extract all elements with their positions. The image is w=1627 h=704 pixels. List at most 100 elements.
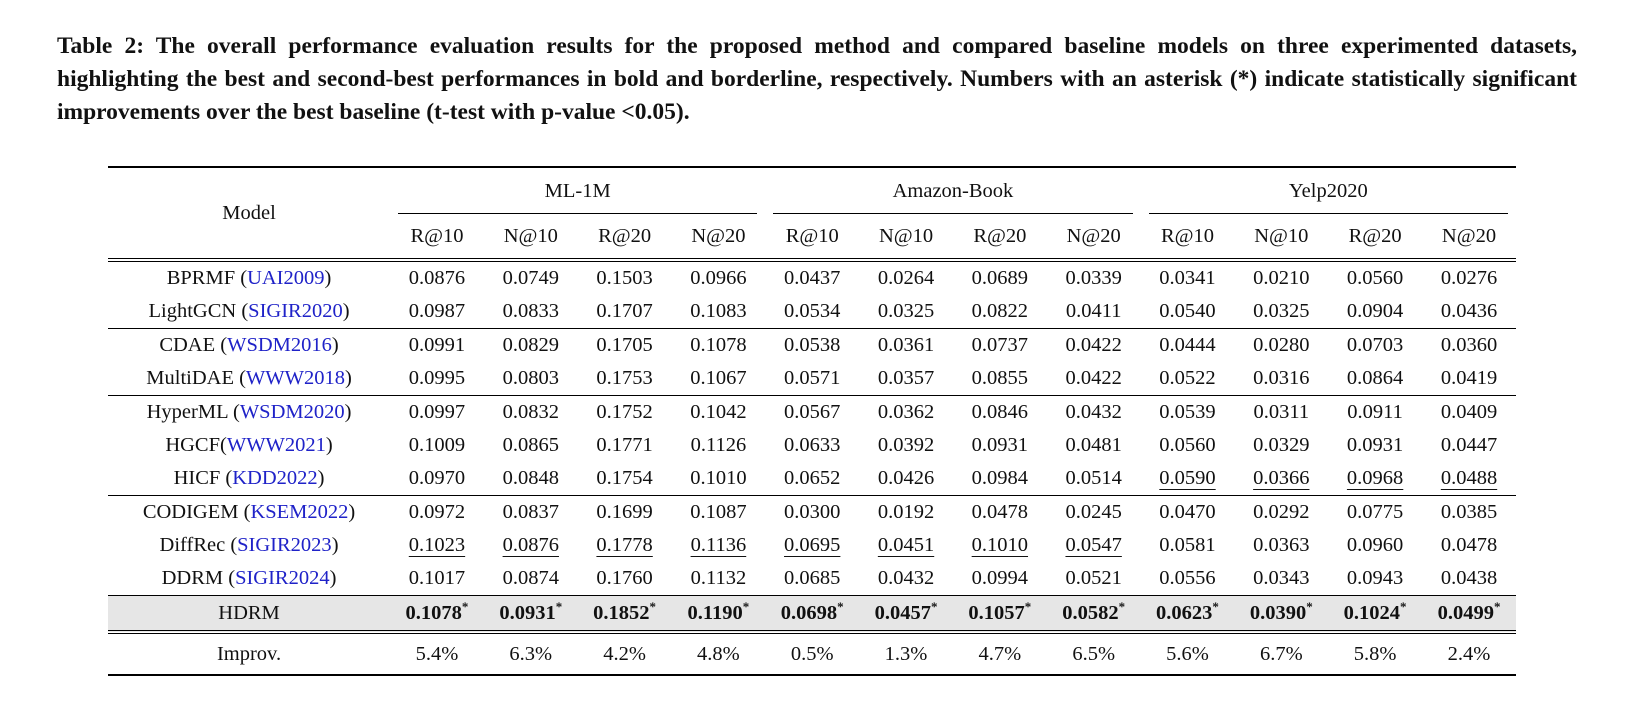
venue-citation-link[interactable]: WSDM2020: [239, 401, 345, 423]
best-value: 0.0390: [1249, 601, 1307, 624]
metric-header: R@10: [1140, 214, 1235, 262]
metric-value: 0.0966: [690, 267, 747, 289]
metric-value-cell: 0.0775: [1328, 495, 1423, 529]
metric-value: 0.0876: [408, 267, 466, 289]
venue-citation-link[interactable]: KSEM2022: [250, 501, 349, 523]
metric-value: 0.1707: [596, 300, 653, 322]
significance-asterisk: *: [742, 598, 750, 614]
best-value-cell: 0.1190*: [671, 595, 766, 632]
metric-value-cell: 0.0685: [765, 562, 859, 596]
dataset-header-yelp2020: Yelp2020: [1140, 166, 1516, 214]
metric-value: 0.0363: [1253, 534, 1310, 556]
metric-value: 0.0409: [1440, 401, 1498, 423]
metric-value: 0.0848: [502, 467, 559, 489]
table-row: LightGCN (SIGIR2020) 0.0987 0.0833 0.1707 0.…: [108, 295, 1516, 329]
metric-value-cell: 0.0991: [390, 328, 484, 362]
metric-value: 0.0567: [784, 401, 841, 423]
metric-value-cell: 0.0931: [1328, 429, 1422, 462]
best-value: 0.1190: [687, 601, 743, 624]
second-best-value: 0.1010: [971, 534, 1029, 556]
best-value-cell: 0.1078*: [390, 595, 484, 632]
table-row: CODIGEM (KSEM2022) 0.0972 0.0837 0.1699 0.10…: [108, 495, 1516, 529]
best-value-cell: 0.1852*: [577, 595, 672, 632]
improvement-value: 4.7%: [952, 630, 1047, 676]
venue-citation-link[interactable]: SIGIR2024: [235, 567, 330, 589]
model-name-cell: DDRM (SIGIR2024): [161, 567, 337, 589]
metric-value: 0.1083: [690, 300, 747, 322]
metric-value: 0.0829: [502, 334, 559, 356]
metric-value: 0.0633: [784, 434, 841, 456]
metric-value: 0.0438: [1440, 567, 1498, 589]
metric-value-cell: 0.0590: [1141, 462, 1235, 496]
metric-value-cell: 0.0432: [859, 562, 953, 596]
metric-value: 0.1132: [690, 567, 747, 589]
metric-value-cell: 0.0444: [1140, 328, 1235, 362]
metric-value: 0.0904: [1346, 300, 1404, 322]
metric-value: 0.0514: [1065, 467, 1122, 489]
metric-value-cell: 0.0984: [953, 462, 1047, 496]
metric-value: 0.1078: [690, 334, 747, 356]
table-row: BPRMF (UAI2009) 0.0876 0.0749 0.1503 0.0966 0…: [108, 260, 1516, 295]
metric-value-cell: 0.1752: [577, 395, 672, 429]
venue-citation-link[interactable]: KDD2022: [232, 467, 318, 489]
best-value: 0.0582: [1062, 601, 1119, 624]
second-best-value: 0.0590: [1159, 467, 1216, 489]
proposed-method-row: HDRM 0.1078* 0.0931* 0.1852* 0.1190* 0.0698* 0…: [108, 595, 1516, 632]
metric-value-cell: 0.0689: [953, 260, 1047, 295]
venue-citation-link[interactable]: WSDM2016: [227, 334, 332, 356]
metric-value: 0.0192: [877, 501, 935, 523]
metric-value-cell: 0.1067: [672, 362, 766, 396]
metric-value-cell: 0.0422: [1046, 328, 1141, 362]
second-best-value: 0.0968: [1346, 467, 1404, 489]
best-value: 0.0457: [874, 601, 931, 624]
second-best-value: 0.0876: [502, 534, 559, 556]
metric-header: R@20: [952, 214, 1047, 262]
dataset-header-amazon-book: Amazon-Book: [765, 166, 1141, 214]
metric-value-cell: 0.1771: [578, 429, 672, 462]
venue-citation-link[interactable]: WWW2018: [245, 367, 345, 389]
metric-value: 0.0329: [1253, 434, 1310, 456]
metric-value-cell: 0.0438: [1422, 562, 1516, 596]
metric-value: 0.1754: [596, 467, 653, 489]
model-name: CDAE: [159, 334, 216, 356]
metric-header: N@10: [1234, 214, 1329, 262]
best-value: 0.1078: [405, 601, 462, 624]
metric-value: 0.0534: [784, 300, 841, 322]
metric-value: 0.0426: [877, 467, 935, 489]
metric-value-cell: 0.1699: [577, 495, 672, 529]
metric-value-cell: 0.1042: [671, 395, 766, 429]
metric-value: 0.0343: [1253, 567, 1310, 589]
metric-value: 0.0775: [1346, 501, 1404, 523]
venue-citation-link[interactable]: SIGIR2023: [237, 534, 332, 556]
metric-value-cell: 0.0385: [1422, 495, 1516, 529]
metric-value-cell: 0.0437: [765, 260, 859, 295]
best-value: 0.0698: [780, 601, 838, 624]
metric-value: 0.0943: [1346, 567, 1404, 589]
improvement-value: 1.3%: [859, 630, 953, 676]
metric-header: R@20: [1328, 214, 1423, 262]
improvement-value: 5.6%: [1140, 630, 1235, 676]
metric-value: 0.1771: [596, 434, 653, 456]
venue-citation-link[interactable]: SIGIR2020: [248, 300, 343, 322]
metric-value: 0.0803: [502, 367, 559, 389]
venue-citation-link[interactable]: UAI2009: [247, 267, 325, 289]
venue-citation-link[interactable]: WWW2021: [226, 434, 326, 456]
metric-value: 0.0276: [1440, 267, 1498, 289]
metric-value-cell: 0.0837: [483, 495, 578, 529]
metric-value: 0.0837: [502, 501, 559, 523]
model-name: CODIGEM: [142, 501, 239, 523]
second-best-value: 0.0451: [877, 534, 935, 556]
metric-value-cell: 0.1078: [671, 328, 766, 362]
metric-value: 0.0997: [408, 401, 466, 423]
metric-value: 0.0422: [1065, 367, 1122, 389]
metric-value: 0.0560: [1159, 434, 1216, 456]
metric-value: 0.1752: [596, 401, 653, 423]
metric-value-cell: 0.0822: [953, 295, 1047, 329]
metric-value-cell: 0.0540: [1141, 295, 1235, 329]
metric-value-cell: 0.0363: [1234, 529, 1328, 562]
significance-asterisk: *: [1493, 598, 1501, 614]
metric-value-cell: 0.0571: [765, 362, 859, 396]
improvement-label: Improv.: [108, 630, 391, 676]
metric-value: 0.1087: [690, 501, 747, 523]
metric-value: 0.0987: [408, 300, 466, 322]
